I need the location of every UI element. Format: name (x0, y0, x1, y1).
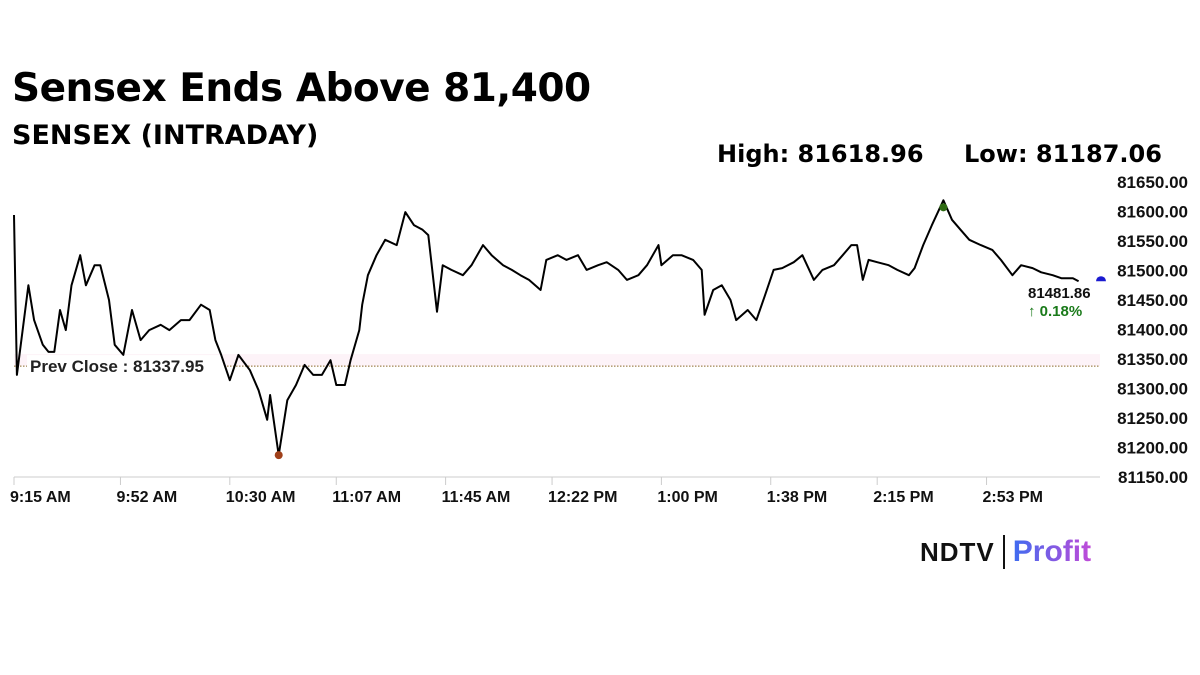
chart-title: Sensex Ends Above 81,400 (12, 66, 591, 111)
logo-profit-text: Profit (1012, 535, 1092, 568)
prev-close-label: Prev Close : 81337.95 (30, 357, 204, 376)
low-marker (274, 451, 283, 460)
x-tick-label: 11:45 AM (442, 489, 511, 506)
x-tick-label: 12:22 PM (548, 489, 617, 506)
y-tick-label: 81300.00 (1117, 380, 1188, 399)
x-tick-label: 2:53 PM (983, 489, 1043, 506)
y-tick-label: 81600.00 (1117, 203, 1188, 222)
high-marker (939, 203, 948, 212)
sensex-line (13, 199, 1080, 457)
y-tick-label: 81350.00 (1117, 350, 1188, 369)
low-label: Low: 81187.06 (964, 140, 1162, 168)
y-tick-label: 81250.00 (1117, 409, 1188, 428)
chart-subtitle: SENSEX (INTRADAY) (12, 120, 319, 151)
x-tick-label: 2:15 PM (873, 489, 933, 506)
x-tick-label: 1:00 PM (657, 489, 717, 506)
high-label: High: 81618.96 (717, 140, 924, 168)
y-tick-label: 81400.00 (1117, 321, 1188, 340)
y-tick-label: 81200.00 (1117, 439, 1188, 458)
x-tick-label: 1:38 PM (767, 489, 827, 506)
y-tick-label: 81450.00 (1117, 291, 1188, 310)
x-tick-label: 10:30 AM (226, 489, 296, 506)
x-tick-label: 9:15 AM (10, 489, 71, 506)
prev-close-band (14, 354, 1100, 367)
last-value-label: 81481.86 (1028, 285, 1091, 302)
prev-close-label-bg (27, 355, 223, 377)
ndtv-profit-logo: NDTV Profit (920, 532, 1091, 572)
logo-divider (1002, 535, 1005, 569)
logo-ndtv-text: NDTV (920, 536, 995, 567)
x-tick-label: 11:07 AM (332, 489, 401, 506)
change-label: ↑ 0.18% (1028, 303, 1082, 320)
y-tick-label: 81500.00 (1117, 262, 1188, 281)
y-tick-label: 81650.00 (1117, 173, 1188, 192)
last-value-marker (1096, 276, 1106, 282)
x-tick-label: 9:52 AM (116, 489, 177, 506)
y-tick-label: 81150.00 (1118, 468, 1188, 487)
y-tick-label: 81550.00 (1117, 232, 1188, 251)
